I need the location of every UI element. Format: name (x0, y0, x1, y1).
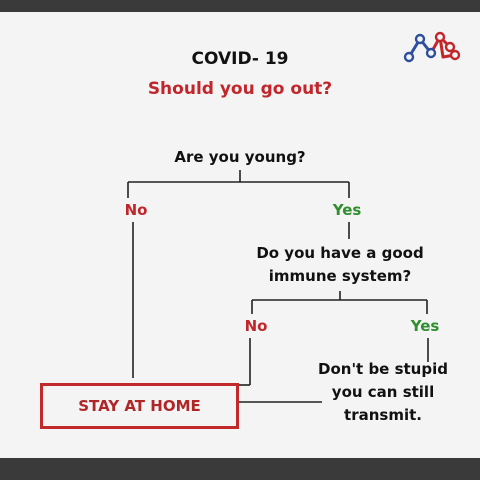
outcome-message-line-3: transmit. (344, 406, 422, 424)
answer-yes-young: Yes (332, 201, 362, 219)
question-immune-line-2: immune system? (268, 267, 412, 285)
network-logo-icon (403, 31, 461, 63)
stay-at-home-box: STAY AT HOME (40, 383, 239, 429)
outcome-message-line-1: Don't be stupid (318, 360, 448, 378)
diagram-subtitle: Should you go out? (147, 79, 333, 99)
question-immune-line-1: Do you have a good (256, 244, 424, 262)
answer-yes-immune: Yes (410, 317, 440, 335)
question-young: Are you young? (174, 148, 306, 166)
outcome-message-line-2: you can still (331, 383, 435, 401)
answer-no-young: No (124, 201, 148, 219)
answer-no-immune: No (244, 317, 268, 335)
question-immune-system: Do you have a good immune system? (256, 242, 423, 288)
outcome-message: Don't be stupid you can still transmit. (318, 358, 448, 427)
diagram-title: COVID- 19 (191, 49, 289, 69)
